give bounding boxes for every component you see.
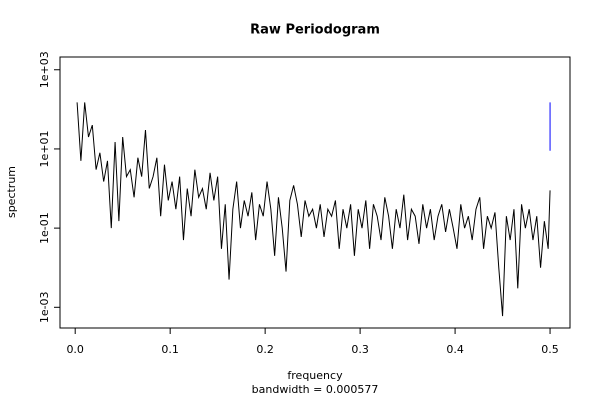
y-tick-label: 1e+03 [38,51,51,88]
x-tick-label: 0.0 [66,343,84,356]
y-tick-label: 1e-03 [38,291,51,323]
spectrum-line [76,102,551,317]
y-tick-label: 1e+01 [38,130,51,167]
y-tick-label: 1e-01 [38,212,51,244]
x-axis-label: frequency [287,369,343,382]
x-tick-label: 0.2 [256,343,274,356]
plot-box [59,56,571,329]
x-tick-label: 0.5 [541,343,559,356]
subtitle: bandwidth = 0.000577 [252,383,379,396]
chart-title: Raw Periodogram [250,23,380,38]
x-tick-label: 0.3 [351,343,369,356]
y-axis-label: spectrum [5,166,18,218]
x-tick-label: 0.1 [161,343,179,356]
x-tick-label: 0.4 [446,343,464,356]
